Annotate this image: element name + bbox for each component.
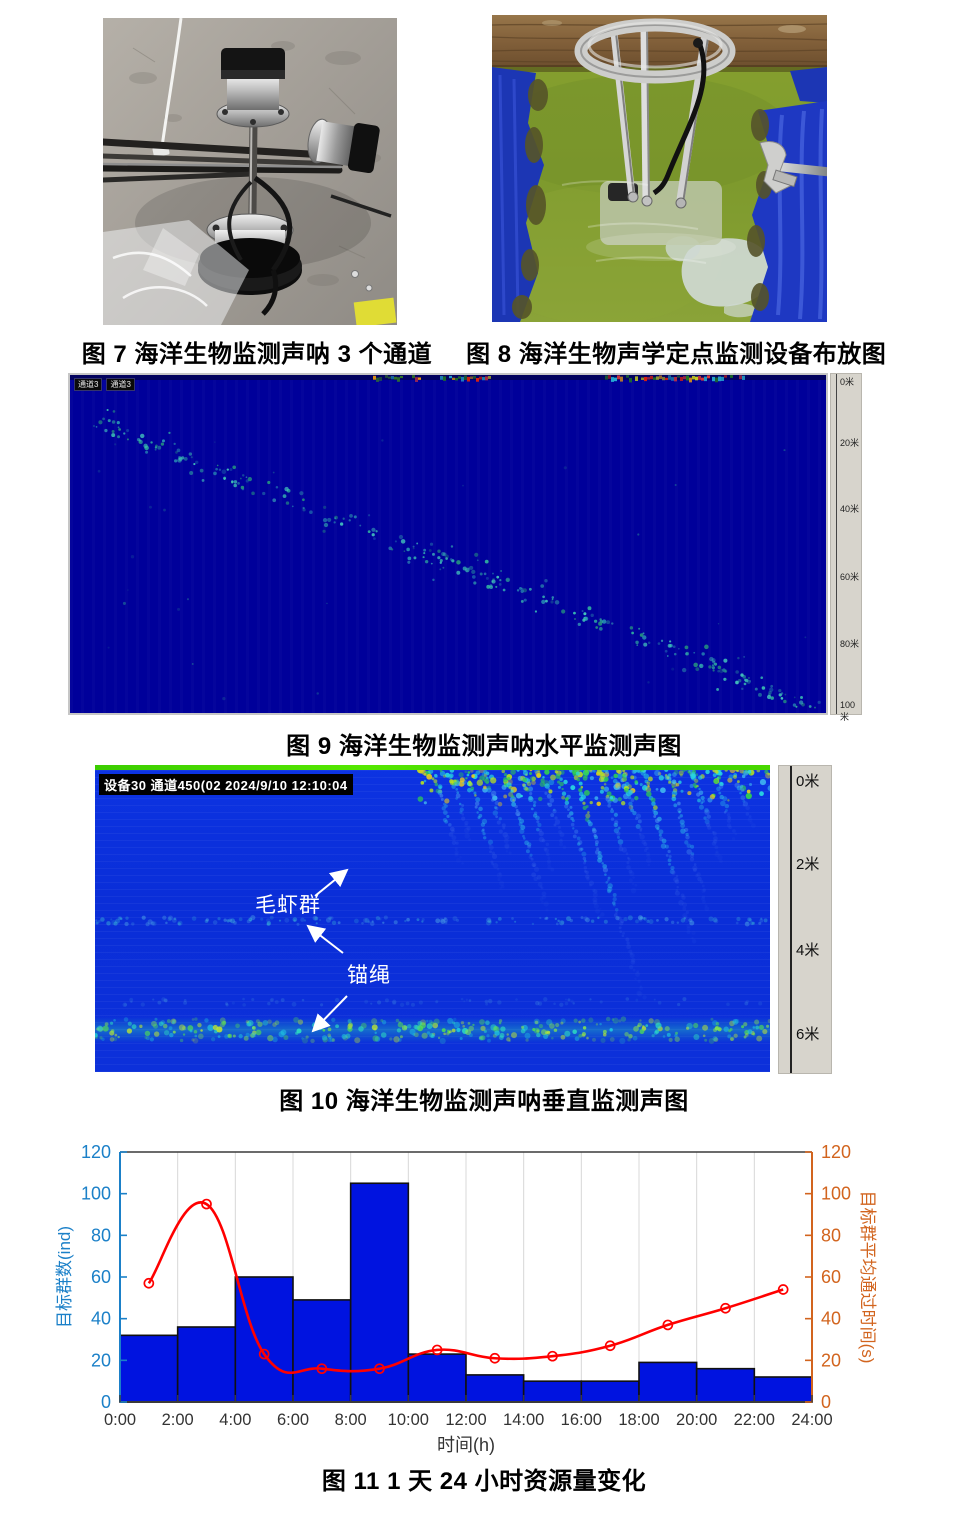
x-tick-label: 14:00 [503,1411,544,1429]
left-tick-label: 20 [91,1350,111,1370]
figure9-echogram-window: 通道3 通道3 0米 20米 40米 60米 80米 100米 [68,373,862,722]
bar-target-groups [292,1299,352,1403]
right-tick-label: 20 [821,1350,841,1370]
channel-tabs: 通道3 通道3 [74,378,135,391]
x-axis-label: 时间(h) [437,1435,495,1455]
bar-target-groups [753,1376,813,1403]
bar-target-groups [349,1182,410,1403]
x-tick-label: 0:00 [104,1411,136,1429]
x-tick-label: 2:00 [162,1411,194,1429]
x-tick-label: 20:00 [676,1411,717,1429]
x-tick-label: 16:00 [561,1411,602,1429]
annotation-arrow [306,924,344,954]
deployment-scene-image [492,15,827,322]
line-pass-time [147,1201,784,1374]
right-tick-label: 40 [821,1309,841,1329]
depth-label: 0米 [840,377,855,387]
depth-label: 100米 [840,700,856,722]
line-marker [720,1302,731,1314]
annotation-shrimp-swarm: 毛虾群 [255,894,321,917]
right-axis-label: 目标群平均通过时间(s) [858,1191,877,1364]
depth-label: 4米 [796,942,820,959]
bar-target-groups [407,1353,467,1403]
depth-label: 0米 [796,773,820,790]
left-tick-label: 60 [91,1267,111,1287]
line-marker [374,1363,385,1375]
depth-scale-horizontal: 0米 20米 40米 60米 80米 100米 [830,373,862,722]
left-tick-label: 40 [91,1309,111,1329]
bar-target-groups [176,1326,237,1403]
depth-label: 60米 [840,572,860,582]
bar-target-groups [580,1380,640,1403]
line-marker [662,1319,674,1331]
depth-label: 6米 [796,1026,820,1043]
bar-target-groups [119,1334,179,1403]
top-transducer [216,48,290,128]
sonar-transducers-image [103,18,397,325]
line-marker [604,1340,616,1352]
device-info-badge: 设备30 通道450(02 2024/9/10 12:10:04 [99,774,353,795]
depth-label: 40米 [840,504,860,514]
annotation-arrow [311,995,348,1033]
bar-target-groups [695,1367,756,1403]
line-marker [143,1277,155,1289]
right-tick-label: 100 [821,1184,851,1204]
bar-target-groups [465,1374,525,1403]
x-tick-label: 6:00 [277,1411,309,1429]
line-marker [316,1363,328,1375]
x-tick-label: 24:00 [791,1411,832,1429]
caption-fig10: 图 10 海洋生物监测声呐垂直监测声图 [279,1088,689,1115]
figure10-echogram: 设备30 通道450(02 2024/9/10 12:10:04 毛虾群 锚绳 [95,765,770,1072]
caption-fig8: 图 8 海洋生物声学定点监测设备布放图 [466,341,887,368]
x-tick-label: 12:00 [445,1411,486,1429]
left-tick-label: 80 [91,1225,111,1245]
depth-label: 2米 [796,856,820,873]
line-marker [489,1352,501,1364]
horizontal-echogram: 通道3 通道3 [68,373,828,715]
figure8-photo [492,15,827,322]
line-marker [258,1348,270,1360]
right-tick-label: 60 [821,1267,841,1287]
resource-change-chart: 0 0 20 20 40 40 60 60 80 80 100 100 120 120 0:00 2:00 4:… [55,1142,877,1455]
caption-fig9: 图 9 海洋生物监测声呐水平监测声图 [286,733,682,760]
right-tick-label: 0 [821,1392,831,1412]
x-tick-label: 18:00 [618,1411,659,1429]
annotation-anchor-rope: 锚绳 [347,964,391,987]
x-tick-label: 10:00 [388,1411,429,1429]
echogram-detail-layer [95,766,770,1045]
tab-channel-3a: 通道3 [74,378,103,391]
figure7-photo [103,18,397,325]
scale-line [790,766,792,1073]
depth-scale-vertical: 0米 2米 4米 6米 [778,765,832,1074]
annotation-arrow [314,868,349,897]
depth-label: 20米 [840,438,860,448]
line-marker [431,1344,443,1356]
depth-label: 80米 [840,639,860,649]
caption-fig11: 图 11 1 天 24 小时资源量变化 [321,1468,647,1495]
echogram-noise-layer [70,375,826,709]
left-axis-label: 目标群数(ind) [55,1226,74,1328]
x-tick-label: 4:00 [219,1411,251,1429]
bar-target-groups [522,1380,583,1403]
bar-target-groups [638,1361,698,1403]
line-marker [547,1350,558,1362]
line-marker [777,1284,789,1295]
right-tick-label: 80 [821,1225,841,1245]
x-tick-label: 22:00 [734,1411,775,1429]
left-tick-label: 100 [81,1184,111,1204]
tab-channel-3b: 通道3 [106,378,135,391]
left-tick-label: 120 [81,1142,111,1162]
left-tick-label: 0 [101,1392,111,1412]
bar-target-groups [234,1276,294,1403]
right-tick-label: 120 [821,1142,851,1162]
line-marker [201,1198,212,1210]
scale-line [836,374,837,714]
surface-line [95,765,770,770]
x-tick-label: 8:00 [335,1411,367,1429]
header-strip [70,375,826,380]
caption-row-fig7-fig8: 图 7 海洋生物监测声呐 3 个通道 图 8 海洋生物声学定点监测设备布放图 [0,334,968,369]
right-transducer [307,118,380,174]
caption-fig7: 图 7 海洋生物监测声呐 3 个通道 [81,341,433,368]
